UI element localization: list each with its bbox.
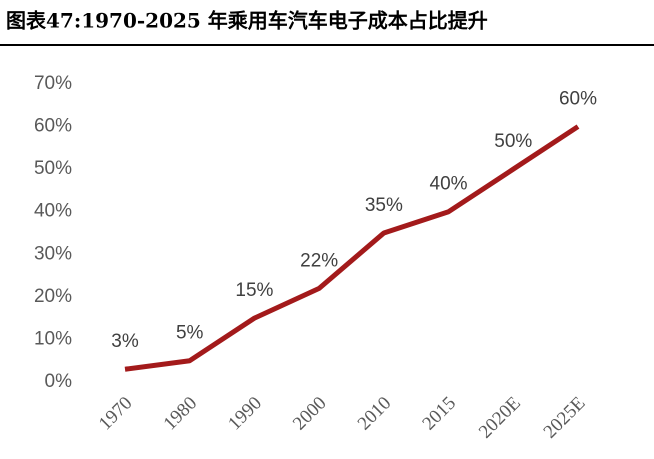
data-label: 5%: [176, 323, 204, 344]
x-tick-label: 1990: [224, 393, 266, 435]
y-tick-label: 40%: [34, 201, 72, 222]
data-label: 35%: [365, 195, 403, 216]
x-tick-label: 2000: [289, 393, 331, 435]
data-label: 22%: [300, 250, 338, 271]
data-label: 50%: [494, 131, 532, 152]
y-tick-label: 50%: [34, 158, 72, 179]
y-tick-label: 60%: [34, 116, 72, 137]
y-tick-label: 10%: [34, 328, 72, 349]
x-tick-label: 2025E: [540, 393, 590, 443]
y-tick-label: 0%: [45, 371, 73, 392]
x-tick-label: 2020E: [475, 393, 525, 443]
y-tick-label: 30%: [34, 243, 72, 264]
y-tick-label: 20%: [34, 286, 72, 307]
chart-title: 图表47:1970-2025 年乘用车汽车电子成本占比提升: [6, 9, 488, 33]
x-tick-label: 2010: [354, 393, 396, 435]
y-tick-label: 70%: [34, 73, 72, 94]
x-tick-label: 1970: [95, 393, 137, 435]
line: [124, 124, 580, 372]
data-label: 40%: [430, 174, 468, 195]
data-label: 3%: [111, 331, 139, 352]
x-tick-label: 2015: [418, 393, 460, 435]
data-label: 15%: [235, 280, 273, 301]
data-label: 60%: [559, 89, 597, 110]
x-tick-label: 1980: [160, 393, 202, 435]
